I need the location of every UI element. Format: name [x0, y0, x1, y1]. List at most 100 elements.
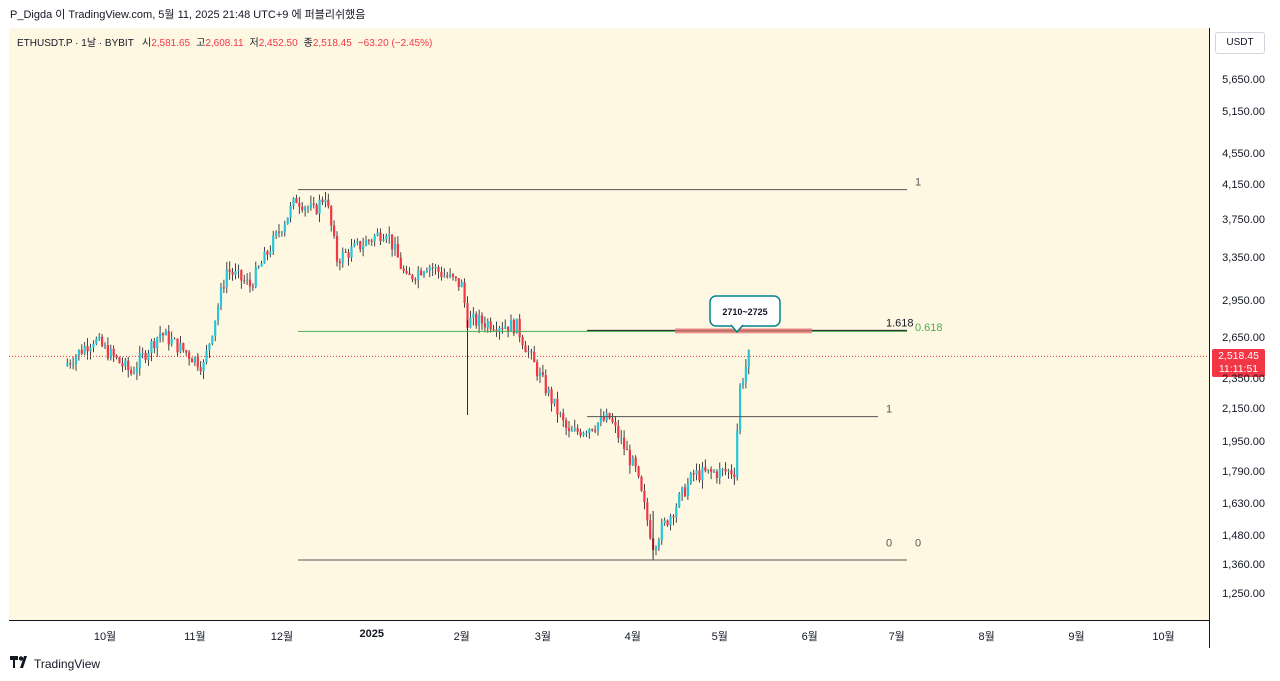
candle-body: [541, 372, 544, 376]
candle-body: [205, 350, 208, 363]
candle-body: [179, 343, 182, 353]
candle-body: [573, 428, 576, 431]
candle-body: [222, 287, 225, 289]
callout-bubble: [709, 295, 781, 327]
candle-body: [463, 282, 466, 303]
candle-body: [98, 336, 101, 339]
candle-body: [289, 205, 292, 218]
candle-body: [663, 520, 666, 524]
candle-body: [611, 418, 614, 422]
tradingview-logo: TradingView: [10, 656, 100, 671]
candle-body: [443, 275, 446, 277]
candle-body: [350, 246, 353, 258]
candle-body: [251, 286, 254, 288]
candle-body: [324, 199, 327, 203]
candle-body: [237, 270, 240, 272]
candle-body: [634, 457, 637, 467]
candle-body: [147, 353, 150, 361]
candle-body: [715, 471, 718, 478]
candle-body: [341, 251, 344, 264]
candle-body: [669, 516, 672, 526]
candle-body: [582, 432, 585, 436]
price-axis[interactable]: USDT 2,518.45 11:11:51 5,650.00 5,150.00 4…: [1209, 28, 1271, 648]
candle-body: [359, 241, 362, 250]
candle-body: [533, 352, 536, 363]
candle-body: [312, 203, 315, 205]
time-tick: 3월: [534, 631, 552, 643]
candle-body: [335, 235, 339, 262]
candle-body: [431, 267, 434, 269]
price-tick: 1,250.00: [1222, 588, 1265, 600]
candle-body: [330, 206, 333, 226]
currency-button[interactable]: USDT: [1215, 32, 1265, 54]
price-tick: 2,150.00: [1222, 403, 1265, 416]
candle-body: [283, 224, 286, 233]
callout-pointer: [730, 324, 744, 334]
candle-body: [736, 430, 739, 477]
candle-body: [701, 467, 704, 481]
target-zone: [675, 328, 812, 334]
candle-body: [388, 234, 391, 237]
candle-body: [301, 206, 304, 211]
candle-body: [451, 274, 455, 277]
candle-body: [121, 363, 124, 367]
candle-body: [483, 323, 486, 328]
candle-body: [127, 360, 130, 371]
candle-body: [550, 389, 553, 404]
candle-body: [280, 232, 283, 234]
candle-body: [217, 306, 220, 321]
candle-body: [579, 431, 582, 436]
candle-body: [138, 353, 141, 369]
publish-info: P_Digda 이 TradingView.com, 5월 11, 2025 2…: [10, 9, 366, 21]
candle-body: [698, 470, 701, 481]
candle-body: [402, 268, 405, 271]
candle-body: [440, 271, 443, 277]
candle-body: [199, 367, 202, 372]
price-chart[interactable]: 1 1.618 0.618 1 0 0 2710~2725: [9, 28, 1209, 620]
time-axis[interactable]: 10월 11월 12월 2025 2월 3월 4월 5월 6월 7월 8월 9월 10월: [9, 620, 1209, 649]
candle-body: [306, 207, 310, 209]
chart-container[interactable]: 1 1.618 0.618 1 0 0 2710~2725 ETHUSDT.P · 1날 ·…: [9, 28, 1271, 649]
candle-body: [144, 352, 147, 361]
candle-body: [89, 347, 92, 352]
candle-body: [437, 266, 440, 272]
candle-body: [521, 337, 524, 346]
candle-body: [327, 199, 330, 207]
candle-body: [739, 385, 742, 431]
candle-body: [277, 231, 281, 233]
price-tick: 1,790.00: [1222, 465, 1265, 478]
candle-body: [196, 357, 199, 368]
candle-body: [504, 326, 507, 329]
candle-body: [707, 469, 710, 471]
candle-body: [620, 437, 623, 439]
candle-body: [391, 234, 394, 250]
candle-body: [214, 320, 217, 337]
candle-body: [86, 346, 89, 352]
candle-body: [115, 355, 118, 358]
candle-body: [208, 343, 211, 351]
candle-body: [263, 251, 266, 264]
candle-body: [475, 313, 478, 326]
candle-body: [495, 329, 498, 332]
candle-body: [614, 421, 617, 426]
candle-body: [492, 329, 495, 331]
candle-body: [385, 236, 388, 240]
candle-body: [225, 269, 228, 288]
candle-body: [185, 350, 188, 353]
candle-body: [712, 471, 716, 473]
candle-body: [617, 425, 620, 438]
time-tick: 2월: [453, 631, 470, 643]
candle-body: [425, 270, 428, 272]
candle-body: [695, 470, 698, 475]
candle-body: [678, 493, 681, 507]
candle-body: [637, 466, 640, 477]
candle-body: [741, 382, 745, 386]
candle-body: [478, 315, 481, 326]
candle-body: [298, 202, 301, 207]
candle-body: [396, 243, 399, 258]
candle-body: [211, 336, 214, 344]
candle-body: [101, 336, 104, 347]
candle-body: [176, 338, 179, 353]
candle-body: [446, 275, 449, 277]
plot-area[interactable]: 1 1.618 0.618 1 0 0 2710~2725 ETHUSDT.P · 1날 ·…: [9, 28, 1209, 620]
